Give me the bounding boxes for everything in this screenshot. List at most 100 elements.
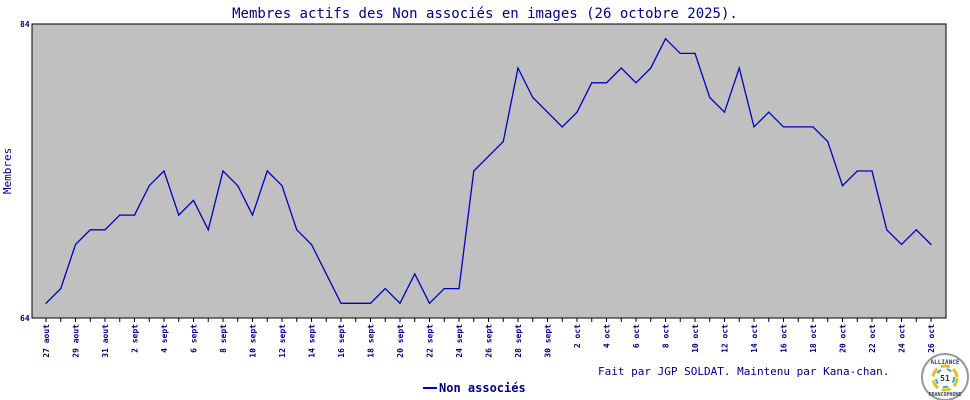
x-tick-label: 8 sept	[219, 324, 228, 353]
data-point	[915, 229, 917, 231]
data-point	[900, 243, 903, 246]
x-tick-label: 29 aout	[72, 324, 81, 358]
y-tick-label-max: 84	[20, 20, 30, 29]
x-tick-label: 10 oct	[691, 324, 700, 353]
legend-label: Non associés	[439, 381, 526, 395]
data-point	[192, 199, 195, 201]
data-point	[679, 52, 681, 55]
x-tick-label: 22 oct	[868, 324, 877, 353]
x-tick-label: 31 aout	[101, 324, 110, 358]
alliance-francophone-logo: 51 ALLIANCE FRANCOPHONE	[921, 353, 969, 400]
data-point	[296, 229, 298, 231]
logo-ring-blue	[935, 368, 955, 388]
x-tick-label: 6 sept	[190, 324, 199, 353]
data-point	[45, 302, 47, 304]
data-point	[237, 185, 239, 187]
data-point	[163, 170, 165, 172]
data-point	[753, 126, 755, 128]
data-point	[281, 185, 283, 187]
data-point	[251, 214, 254, 216]
data-point	[591, 82, 593, 84]
x-axis-labels: 27 aout 29 aout 31 aout 2 sept 4 sept 6 sept 8…	[42, 324, 936, 358]
x-tick-label: 4 oct	[603, 324, 612, 348]
data-point	[133, 214, 136, 216]
x-tick-label: 20 sept	[396, 324, 405, 358]
data-point	[310, 243, 313, 246]
x-tick-label: 18 sept	[367, 324, 376, 358]
data-point	[487, 155, 490, 157]
data-point	[60, 288, 62, 290]
plot-area	[31, 23, 947, 319]
x-tick-label: 10 sept	[249, 324, 258, 358]
data-point	[384, 288, 386, 290]
x-tick-label: 2 sept	[131, 324, 140, 353]
data-point	[738, 67, 740, 69]
data-point	[694, 52, 696, 55]
data-point	[871, 170, 873, 172]
x-tick-label: 20 oct	[839, 324, 848, 353]
data-point	[340, 302, 342, 304]
x-tick-label: 27 aout	[42, 324, 51, 358]
data-point	[650, 67, 652, 69]
y-tick-label-min: 64	[20, 314, 30, 323]
data-point	[709, 96, 711, 99]
x-tick-label: 26 sept	[485, 324, 494, 358]
x-tick-label: 26 oct	[927, 324, 936, 353]
data-point	[148, 185, 150, 187]
x-tick-label: 24 oct	[898, 324, 907, 353]
data-point	[369, 302, 372, 304]
x-tick-label: 24 sept	[455, 324, 464, 358]
logo-badge	[921, 353, 969, 400]
data-point	[561, 126, 563, 128]
x-tick-label: 16 sept	[337, 324, 346, 358]
x-axis-ticks	[45, 318, 932, 322]
data-point	[325, 273, 327, 275]
data-point	[930, 243, 932, 246]
x-tick-label: 16 oct	[780, 324, 789, 353]
legend: Non associés	[423, 381, 526, 395]
x-tick-label: 28 sept	[514, 324, 523, 358]
data-point	[399, 302, 401, 304]
y-axis-label: Membres	[1, 148, 14, 194]
x-tick-label: 8 oct	[662, 324, 671, 348]
data-point	[856, 170, 858, 172]
logo-ring-yellow	[931, 364, 959, 392]
data-point	[104, 229, 106, 231]
x-tick-label: 12 oct	[721, 324, 730, 353]
data-point	[664, 38, 667, 40]
data-point	[886, 229, 888, 231]
data-point	[576, 111, 578, 113]
data-point	[532, 96, 534, 99]
data-point	[222, 170, 224, 172]
x-tick-label: 30 sept	[544, 324, 553, 358]
data-point	[355, 302, 357, 304]
data-point	[723, 111, 726, 113]
data-point	[841, 185, 844, 187]
data-point	[414, 273, 416, 275]
x-tick-label: 14 oct	[750, 324, 759, 353]
data-point	[812, 126, 814, 128]
logo-bottom-text: FRANCOPHONE	[928, 392, 961, 398]
logo-number: 51	[940, 374, 950, 383]
data-point	[473, 170, 475, 172]
x-tick-label: 6 oct	[632, 324, 641, 348]
x-tick-label: 2 oct	[573, 324, 582, 348]
data-point	[178, 214, 180, 216]
data-point	[89, 229, 91, 231]
data-point	[74, 243, 77, 246]
data-point	[827, 141, 829, 143]
data-point	[428, 302, 431, 304]
data-point	[797, 126, 799, 128]
data-point	[620, 67, 622, 69]
x-tick-label: 18 oct	[809, 324, 818, 353]
data-point	[207, 229, 209, 231]
data-point	[782, 126, 785, 128]
data-point	[546, 111, 549, 113]
x-tick-label: 12 sept	[278, 324, 287, 358]
data-point	[502, 141, 504, 143]
credit-text: Fait par JGP SOLDAT. Maintenu par Kana-c…	[598, 365, 889, 378]
data-point	[517, 67, 519, 69]
logo-top-text: ALLIANCE	[931, 359, 960, 366]
data-point	[605, 82, 608, 84]
